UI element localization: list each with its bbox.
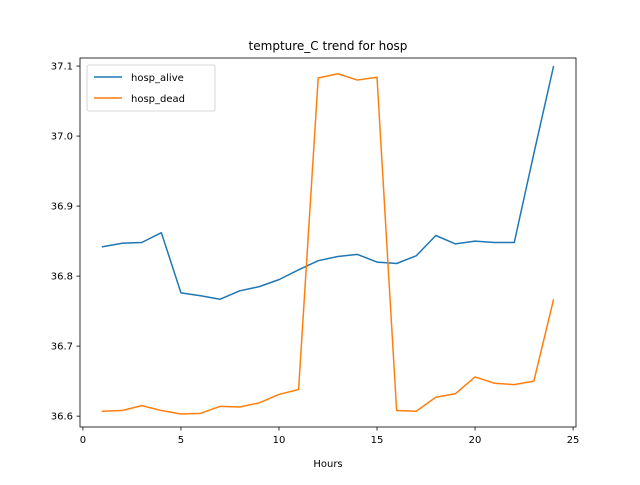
x-tick-label: 0 [80, 435, 86, 446]
y-tick-label: 36.6 [51, 412, 73, 423]
series-line-hosp-alive [101, 65, 555, 300]
y-tick-label: 37.1 [51, 62, 73, 73]
legend-label-hosp-alive: hosp_alive [131, 73, 184, 84]
x-tick-label: 25 [567, 435, 580, 446]
x-axis: 0 5 10 15 20 25 [80, 427, 580, 446]
legend-label-hosp-dead: hosp_dead [131, 94, 185, 105]
legend: hosp_alive hosp_dead [86, 64, 216, 112]
x-tick-label: 20 [469, 435, 482, 446]
series-line-hosp-dead [101, 73, 555, 415]
y-tick-label: 36.9 [51, 202, 73, 213]
x-tick-label: 10 [273, 435, 286, 446]
x-tick-label: 5 [178, 435, 184, 446]
y-tick-label: 36.7 [51, 342, 73, 353]
y-tick-label: 37.0 [51, 132, 73, 143]
chart-title: tempture_C trend for hosp [249, 39, 408, 53]
y-tick-label: 36.8 [51, 272, 73, 283]
x-tick-label: 15 [371, 435, 384, 446]
x-axis-label: Hours [313, 459, 342, 470]
plot-area [79, 57, 577, 428]
series-layer [101, 65, 555, 415]
y-axis: 36.6 36.7 36.8 36.9 37.0 37.1 [51, 62, 80, 423]
